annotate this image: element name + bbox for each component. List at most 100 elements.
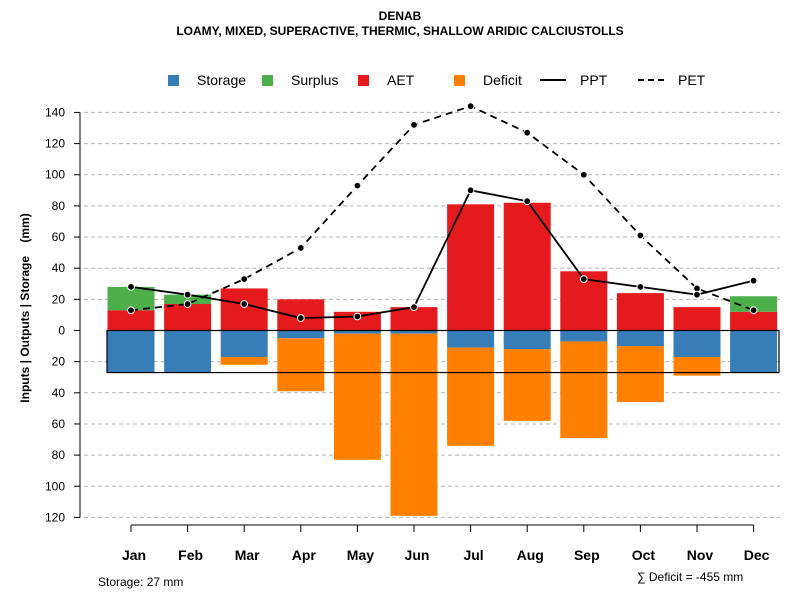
y-tick-label: 40 [52,386,66,400]
legend-item-deficit: Deficit [454,70,522,90]
point-ppt [579,275,588,283]
bar-storage [503,330,551,350]
legend-label-aet: AET [387,72,415,88]
bar-storage [447,330,495,348]
x-tick-label: Jan [122,547,146,563]
y-tick-label: 120 [45,510,65,524]
bar-storage [730,330,778,373]
point-ppt [240,300,249,308]
legend-swatch-deficit [454,74,465,86]
x-tick-label: Oct [632,547,656,563]
legend-item-storage: Storage [168,70,246,90]
legend-label-surplus: Surplus [291,72,339,88]
point-ppt [296,314,305,322]
y-tick-label: 80 [52,448,66,462]
bar-storage [164,330,212,373]
legend-item-aet: AET [358,70,414,90]
x-tick-label: Nov [687,547,714,563]
point-pet [240,275,249,283]
bar-aet [447,204,495,331]
bar-deficit [673,356,721,376]
point-pet [636,231,645,240]
y-tick-label: 60 [52,417,66,431]
bar-aet [616,293,664,331]
y-tick-label: 20 [52,292,66,306]
point-ppt [353,312,362,321]
point-pet [579,170,588,179]
bar-storage [220,330,268,357]
bar-storage [277,330,325,339]
point-pet [353,181,362,190]
bar-surplus [164,294,212,305]
bar-layer [107,202,778,516]
y-tick-label: 120 [45,137,65,151]
x-tick-label: May [347,547,374,563]
line-pet [130,105,754,312]
storage-capacity-box [106,329,780,374]
chart-title: DENAB [378,9,422,23]
point-ppt [749,276,758,285]
point-ppt [466,186,475,195]
y-tick-label: 100 [45,168,65,182]
legend-item-pet: PET [638,70,705,90]
y-tick-label: 100 [45,479,65,493]
y-tick-label: 0 [58,324,65,338]
bar-deficit [333,333,381,460]
point-ppt [127,282,135,291]
bar-aet [673,307,721,331]
bar-aet [390,307,438,331]
legend-label-storage: Storage [197,72,247,88]
bar-deficit [616,346,664,403]
chart-subtitle: LOAMY, MIXED, SUPERACTIVE, THERMIC, SHAL… [176,24,624,38]
x-tick-label: Apr [292,547,317,563]
point-ppt [523,197,532,206]
bar-storage [333,330,381,334]
axis-layer: 140 120 100 80 60 40 20 0 20 40 60 80 100 120 Jan Feb Ma… [45,105,770,563]
point-pet [183,300,192,308]
legend-item-surplus: Surplus [262,70,338,90]
legend-label-ppt: PPT [580,72,608,88]
storage-note: Storage: 27 mm [98,575,184,589]
x-tick-label: Aug [517,547,544,563]
bar-surplus [730,296,778,312]
x-tick-label: Jul [463,547,483,563]
bar-storage [616,330,664,347]
bar-aet [503,202,551,331]
x-tick-label: Feb [178,547,203,563]
legend-label-pet: PET [678,72,706,88]
bar-aet [730,311,778,331]
bar-deficit [220,356,268,365]
x-tick-label: Dec [744,547,770,563]
bar-aet [164,304,212,331]
point-ppt [636,282,645,291]
legend-label-deficit: Deficit [483,72,522,88]
point-pet [523,128,532,137]
bar-storage [107,330,155,373]
legend-item-ppt: PPT [540,70,607,90]
bar-deficit [447,347,495,446]
y-tick-label: 60 [52,230,66,244]
y-tick-label: 40 [52,261,66,275]
legend-swatch-aet [358,74,369,86]
x-tick-label: Sep [574,547,600,563]
x-tick-label: Mar [235,547,260,563]
bar-deficit [390,333,438,516]
bar-storage [673,330,721,357]
y-axis-label: Inputs | Outputs | Storage (mm) [18,213,32,402]
bar-aet [107,310,155,331]
y-tick-label: 20 [52,355,66,369]
legend-swatch-storage [168,74,179,86]
bar-aet [220,288,268,331]
bar-storage [560,330,608,342]
point-pet [466,102,475,111]
y-tick-label: 140 [45,105,65,119]
bar-deficit [277,338,325,392]
y-tick-label: 80 [52,199,66,213]
point-pet [410,120,418,129]
point-ppt [410,303,418,312]
legend-line-pet [638,79,664,81]
bar-deficit [503,349,551,421]
line-layer [106,102,780,374]
point-ppt [183,290,192,299]
